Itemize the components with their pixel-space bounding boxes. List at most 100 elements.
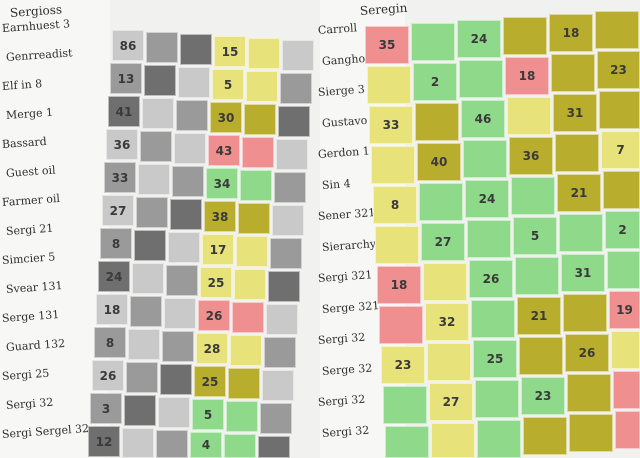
heat-cell: 18: [505, 57, 549, 95]
heat-cell: [266, 304, 298, 335]
heat-cell: [563, 294, 607, 332]
heat-cell: 7: [601, 131, 640, 169]
heat-cell: [268, 271, 300, 302]
heat-cell: [128, 329, 160, 360]
heat-cell: 33: [104, 162, 136, 193]
heat-cell: 12: [88, 426, 120, 457]
heat-cell: [611, 331, 640, 369]
heat-cell: [264, 337, 296, 368]
heat-cell: [134, 230, 166, 261]
heat-cell: 25: [194, 366, 226, 397]
heat-cell: [272, 205, 304, 236]
heat-cell: [567, 374, 611, 412]
heat-cell: 35: [365, 26, 409, 64]
heat-cell: [238, 203, 270, 234]
heat-cell: [258, 436, 290, 458]
heat-cell: [471, 300, 515, 338]
heat-cell: [375, 226, 419, 264]
heat-cell: [158, 397, 190, 428]
heat-cell: [162, 331, 194, 362]
heat-cell: 13: [110, 63, 142, 94]
heat-cell: [242, 137, 274, 168]
heat-cell: [178, 67, 210, 98]
heat-cell: 5: [513, 217, 557, 255]
heat-cell: [160, 364, 192, 395]
heat-cell: [615, 411, 640, 449]
heat-cell: [138, 164, 170, 195]
left-label-column: [0, 0, 110, 458]
heat-cell: [383, 386, 427, 424]
heat-cell: 26: [92, 360, 124, 391]
heat-cell: [276, 139, 308, 170]
heat-cell: [228, 368, 260, 399]
heat-cell: [519, 337, 563, 375]
heat-cell: [511, 177, 555, 215]
heat-cell: [559, 214, 603, 252]
heat-cell: [234, 269, 266, 300]
heat-cell: [599, 91, 640, 129]
heat-cell: [385, 426, 429, 458]
heat-cell: [126, 362, 158, 393]
heat-cell: [174, 133, 206, 164]
heat-cell: 38: [204, 201, 236, 232]
heat-cell: 5: [192, 399, 224, 430]
heat-cell: 26: [198, 300, 230, 331]
left-row-label: Elf in 8: [1, 77, 43, 93]
heat-cell: [613, 371, 640, 409]
heat-cell: 31: [553, 94, 597, 132]
heat-cell: [415, 103, 459, 141]
heat-cell: [270, 238, 302, 269]
heat-cell: [248, 38, 280, 69]
heat-cell: [463, 140, 507, 178]
heat-cell: 33: [369, 106, 413, 144]
heat-cell: [477, 420, 521, 458]
heat-cell: [603, 171, 640, 209]
heat-cell: [459, 60, 503, 98]
heat-cell: [180, 34, 212, 65]
heat-cell: [246, 71, 278, 102]
heat-cell: 23: [597, 51, 640, 89]
heat-cell: [423, 263, 467, 301]
heat-cell: 8: [100, 228, 132, 259]
heat-cell: 25: [200, 267, 232, 298]
heat-cell: [569, 414, 613, 452]
heat-cell: [274, 172, 306, 203]
heat-cell: [130, 296, 162, 327]
heat-cell: [367, 66, 411, 104]
heat-cell: [555, 134, 599, 172]
heat-cell: [168, 232, 200, 263]
heat-cell: 41: [108, 96, 140, 127]
heat-cell: [551, 54, 595, 92]
heat-cell: [503, 17, 547, 55]
heat-cell: [244, 104, 276, 135]
heat-cell: [278, 106, 310, 137]
heat-cell: [280, 73, 312, 104]
heat-cell: 40: [417, 143, 461, 181]
heat-cell: [172, 166, 204, 197]
heat-cell: [124, 395, 156, 426]
heat-cell: [136, 197, 168, 228]
heat-cell: 19: [609, 291, 640, 329]
right-row-label: Sin 4: [321, 177, 352, 192]
heat-cell: [164, 298, 196, 329]
heat-cell: [122, 428, 154, 458]
heat-cell: [262, 370, 294, 401]
heat-cell: 26: [469, 260, 513, 298]
heat-cell: [515, 257, 559, 295]
heat-cell: 31: [561, 254, 605, 292]
heat-cell: 24: [465, 180, 509, 218]
heat-cell: 25: [473, 340, 517, 378]
heat-cell: 24: [98, 261, 130, 292]
heat-cell: 8: [94, 327, 126, 358]
heat-cell: [523, 417, 567, 455]
heat-cell: 43: [208, 135, 240, 166]
heat-cell: 5: [212, 69, 244, 100]
heat-cell: [232, 302, 264, 333]
heat-cell: 17: [202, 234, 234, 265]
heat-cell: 23: [381, 346, 425, 384]
heat-cell: [166, 265, 198, 296]
heat-cell: [607, 251, 640, 289]
heat-cell: 26: [565, 334, 609, 372]
heat-cell: 46: [461, 100, 505, 138]
